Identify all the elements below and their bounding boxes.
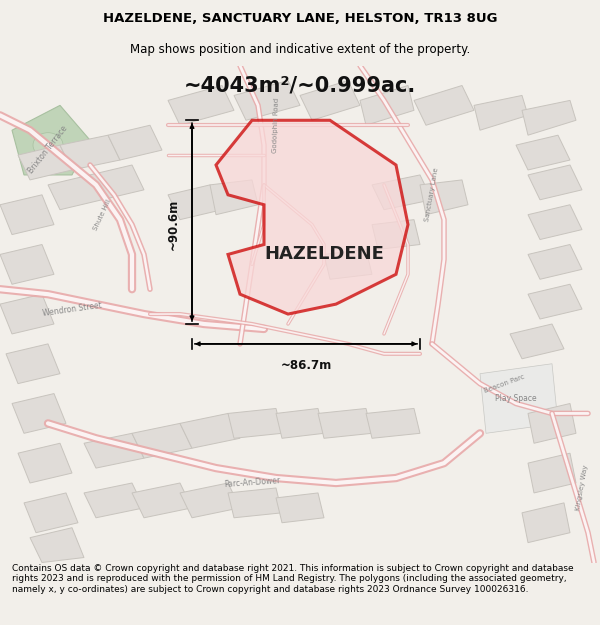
Text: Map shows position and indicative extent of the property.: Map shows position and indicative extent… bbox=[130, 42, 470, 56]
Polygon shape bbox=[324, 249, 372, 279]
Polygon shape bbox=[474, 96, 528, 130]
Polygon shape bbox=[180, 414, 240, 448]
Polygon shape bbox=[0, 195, 54, 234]
Polygon shape bbox=[84, 483, 144, 518]
Text: Contains OS data © Crown copyright and database right 2021. This information is : Contains OS data © Crown copyright and d… bbox=[12, 564, 574, 594]
Polygon shape bbox=[372, 175, 432, 210]
Text: ~86.7m: ~86.7m bbox=[280, 359, 332, 372]
Text: Godolphin Road: Godolphin Road bbox=[272, 98, 280, 153]
Polygon shape bbox=[132, 483, 192, 518]
Text: Beacon Parc: Beacon Parc bbox=[483, 374, 525, 394]
Polygon shape bbox=[414, 86, 474, 125]
Polygon shape bbox=[168, 185, 222, 219]
Polygon shape bbox=[528, 284, 582, 319]
Circle shape bbox=[33, 132, 63, 158]
Text: Play Space: Play Space bbox=[495, 394, 537, 403]
Polygon shape bbox=[60, 135, 120, 170]
Text: Kingsley Way: Kingsley Way bbox=[575, 464, 589, 511]
Polygon shape bbox=[18, 145, 72, 180]
Polygon shape bbox=[276, 493, 324, 522]
Polygon shape bbox=[276, 409, 324, 438]
Polygon shape bbox=[30, 528, 84, 562]
Polygon shape bbox=[210, 180, 258, 214]
Polygon shape bbox=[180, 483, 240, 518]
Polygon shape bbox=[522, 503, 570, 542]
Polygon shape bbox=[216, 120, 408, 314]
Polygon shape bbox=[318, 409, 372, 438]
Polygon shape bbox=[6, 344, 60, 384]
Polygon shape bbox=[0, 294, 54, 334]
Polygon shape bbox=[480, 364, 558, 433]
Polygon shape bbox=[48, 175, 102, 210]
Text: Parc-An-Dower: Parc-An-Dower bbox=[224, 476, 280, 489]
Polygon shape bbox=[372, 219, 420, 249]
Polygon shape bbox=[420, 180, 468, 214]
Polygon shape bbox=[18, 443, 72, 483]
Polygon shape bbox=[228, 409, 282, 438]
Text: HAZELDENE: HAZELDENE bbox=[264, 246, 384, 264]
Polygon shape bbox=[300, 81, 360, 120]
Text: ~4043m²/~0.999ac.: ~4043m²/~0.999ac. bbox=[184, 76, 416, 96]
Text: Shute Hill: Shute Hill bbox=[92, 198, 112, 231]
Polygon shape bbox=[528, 205, 582, 239]
Polygon shape bbox=[528, 404, 576, 443]
Text: ~90.6m: ~90.6m bbox=[167, 199, 180, 250]
Polygon shape bbox=[528, 453, 576, 493]
Polygon shape bbox=[366, 409, 420, 438]
Polygon shape bbox=[12, 394, 66, 433]
Polygon shape bbox=[528, 165, 582, 200]
Polygon shape bbox=[234, 81, 300, 120]
Polygon shape bbox=[90, 165, 144, 200]
Polygon shape bbox=[516, 135, 570, 170]
Polygon shape bbox=[522, 101, 576, 135]
Polygon shape bbox=[228, 488, 282, 518]
Text: Sanctuary Lane: Sanctuary Lane bbox=[424, 168, 440, 222]
Text: Brixton Terrace: Brixton Terrace bbox=[26, 124, 70, 176]
Polygon shape bbox=[528, 244, 582, 279]
Polygon shape bbox=[132, 423, 192, 458]
Polygon shape bbox=[510, 324, 564, 359]
Polygon shape bbox=[168, 86, 234, 125]
Polygon shape bbox=[108, 125, 162, 160]
Polygon shape bbox=[0, 244, 54, 284]
Polygon shape bbox=[84, 433, 144, 468]
Polygon shape bbox=[24, 493, 78, 532]
Text: Wendron Street: Wendron Street bbox=[42, 301, 102, 318]
Text: HAZELDENE, SANCTUARY LANE, HELSTON, TR13 8UG: HAZELDENE, SANCTUARY LANE, HELSTON, TR13… bbox=[103, 12, 497, 25]
Polygon shape bbox=[360, 86, 414, 125]
Polygon shape bbox=[12, 106, 90, 175]
